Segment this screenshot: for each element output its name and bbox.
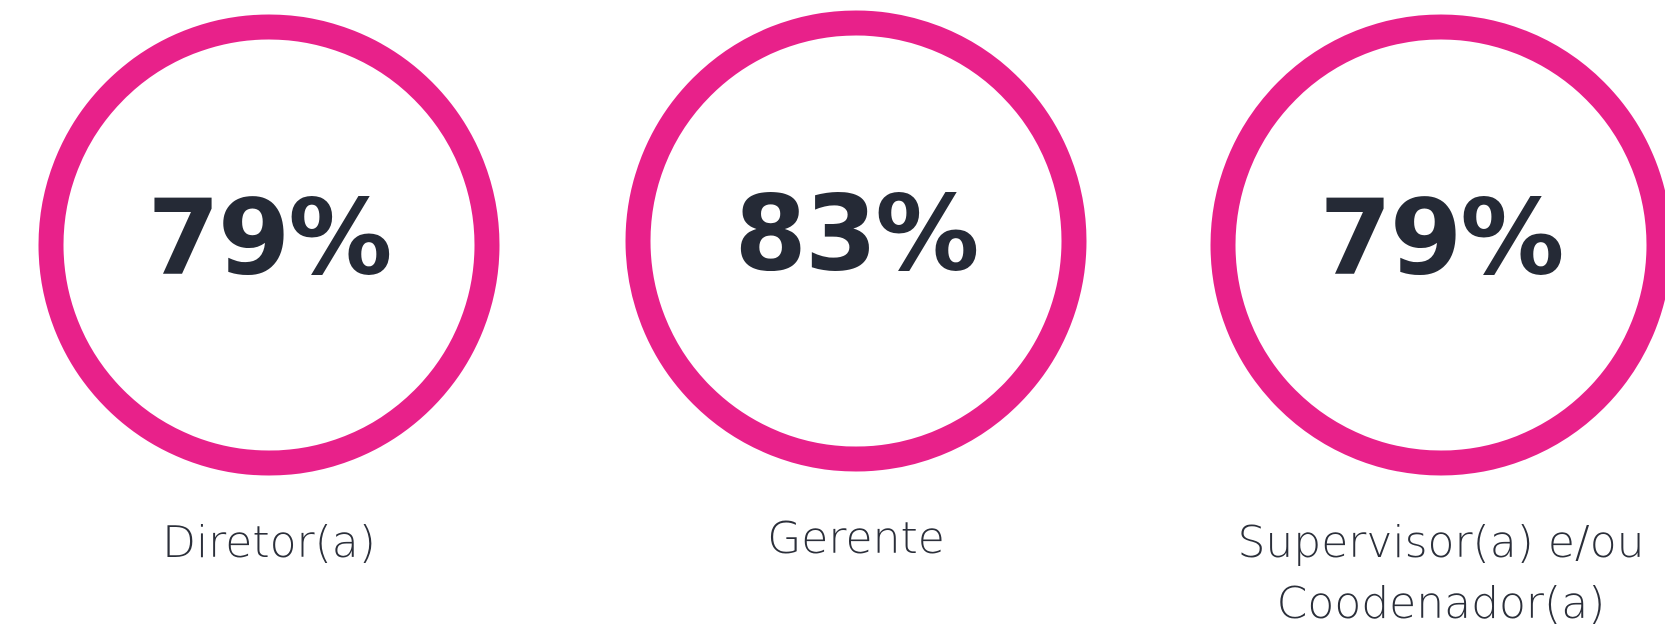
role-label: Diretor(a) bbox=[162, 517, 376, 568]
percentage: 79% bbox=[148, 176, 391, 298]
ring bbox=[1210, 14, 1665, 476]
ring bbox=[38, 14, 500, 476]
ring bbox=[625, 10, 1087, 472]
percentage: 83% bbox=[735, 172, 978, 294]
percentage: 79% bbox=[1320, 176, 1563, 298]
role-label: Supervisor(a) e/ou bbox=[1237, 517, 1644, 568]
role-label: Gerente bbox=[767, 513, 945, 564]
role-label: Coodenador(a) bbox=[1277, 578, 1606, 629]
